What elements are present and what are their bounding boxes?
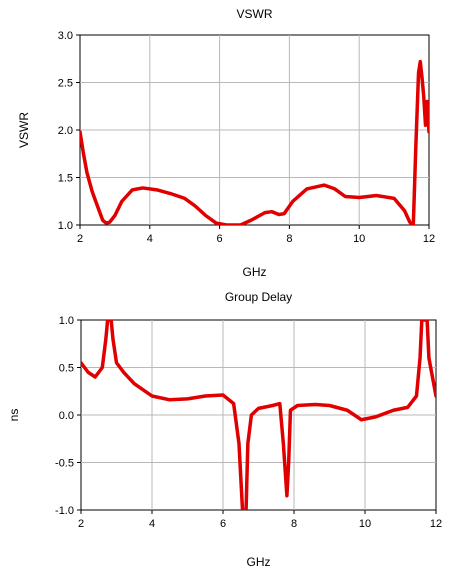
x-tick-label: 6 xyxy=(220,518,226,530)
x-tick-label: 12 xyxy=(423,233,435,245)
y-tick-label: 1.5 xyxy=(58,173,73,185)
x-axis-label: GHz xyxy=(247,555,271,569)
y-tick-label: 2.5 xyxy=(58,78,73,90)
y-tick-label: -0.5 xyxy=(55,458,74,470)
x-tick-label: 10 xyxy=(359,518,371,530)
x-tick-label: 8 xyxy=(291,518,297,530)
y-tick-labels: 1.0 1.5 2.0 2.5 3.0 xyxy=(58,30,80,232)
x-tick-label: 4 xyxy=(149,518,155,530)
x-axis-label: GHz xyxy=(243,265,267,279)
y-tick-labels: -1.0 -0.5 0.0 0.5 1.0 xyxy=(55,315,81,517)
x-tick-label: 2 xyxy=(78,518,84,530)
y-axis-label: VSWR xyxy=(17,112,31,148)
series-group xyxy=(80,59,429,225)
y-tick-label: 1.0 xyxy=(58,220,73,232)
x-tick-labels: 2 4 6 8 10 12 xyxy=(77,225,435,245)
x-tick-label: 10 xyxy=(353,233,365,245)
vswr-chart: VSWR 2 4 6 8 10 12 1.0 1.5 2.0 2.5 3.0 GHz VSWR xyxy=(17,7,435,279)
x-tick-label: 12 xyxy=(430,518,442,530)
y-tick-label: -1.0 xyxy=(55,505,74,517)
series-group xyxy=(81,320,436,510)
y-tick-label: 0.5 xyxy=(59,363,74,375)
chart-title: VSWR xyxy=(237,7,273,21)
x-tick-label: 4 xyxy=(147,233,153,245)
grid xyxy=(80,35,429,225)
y-tick-label: 1.0 xyxy=(59,315,74,327)
chart-title: Group Delay xyxy=(225,290,292,304)
x-tick-labels: 2 4 6 8 10 12 xyxy=(78,510,442,530)
series-line xyxy=(80,59,429,225)
y-tick-label: 3.0 xyxy=(58,30,73,42)
group-delay-chart: Group Delay 2 4 6 8 10 12 -1.0 -0.5 0.0 0.5 1.0 G… xyxy=(7,290,442,569)
y-tick-label: 0.0 xyxy=(59,410,74,422)
y-tick-label: 2.0 xyxy=(58,125,73,137)
x-tick-label: 6 xyxy=(217,233,223,245)
x-tick-label: 2 xyxy=(77,233,83,245)
y-axis-label: ns xyxy=(7,409,21,422)
series-line xyxy=(81,320,436,510)
x-tick-label: 8 xyxy=(286,233,292,245)
